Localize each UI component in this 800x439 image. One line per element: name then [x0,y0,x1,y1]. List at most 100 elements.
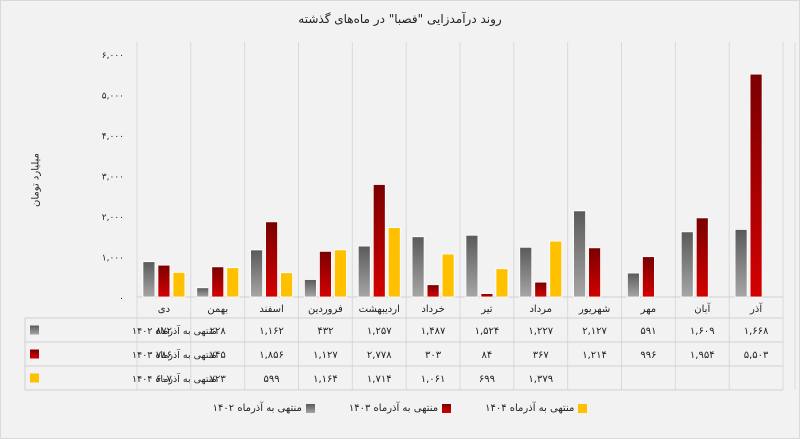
bar [172,272,186,298]
row-swatch [30,349,39,359]
row-swatch [30,373,39,383]
table-cell-value: ۲,۱۲۷ [582,326,607,337]
legend: منتهی به آذرماه ۱۴۰۴ منتهی به آذرماه ۱۴۰… [0,403,800,414]
row-series-label: منتهی به آذرماه ۱۴۰۲ [132,324,217,337]
legend-label-1403: منتهی به آذرماه ۱۴۰۳ [348,403,439,414]
bar [250,249,263,298]
grid-layer [24,42,796,391]
category-label: آبان [694,302,711,315]
table-cell-value: ۴۳۲ [317,326,333,337]
bar [372,184,386,298]
bar [695,217,709,298]
bar [411,236,425,298]
category-label: آذر [749,302,763,315]
table-cell-value: ۱,۹۵۴ [690,350,715,361]
table-cell-value: ۲,۷۷۸ [367,350,392,361]
row-series-label: منتهی به آذرماه ۱۴۰۴ [132,372,217,385]
category-label: مرداد [529,304,552,315]
bar [157,264,171,298]
category-label: شهریور [578,304,610,315]
y-tick-label: ۲,۰۰۰ [102,213,124,223]
legend-label-1404: منتهی به آذرماه ۱۴۰۴ [485,403,575,414]
table-cell-value: ۷۲۳ [210,374,227,385]
table-cell-value: ۹۹۶ [640,350,656,361]
table-cell-value: ۳۰۳ [425,350,442,361]
bar [534,281,548,298]
legend-swatch-1404 [578,404,588,413]
bar [426,284,440,298]
legend-item-1404: منتهی به آذرماه ۱۴۰۴ [485,403,588,414]
bar [226,267,240,298]
category-label: اسفند [259,304,283,315]
bar [749,73,763,298]
table-cell-value: ۱,۶۶۸ [744,326,769,337]
table-cell-value: ۱,۷۱۴ [367,374,392,385]
table-cell-value: ۱,۶۰۹ [690,326,715,337]
chart-title: روند درآمدزایی "فصبا" در ماه‌های گذشته [298,12,502,26]
bar [211,266,225,298]
table-cell-value: ۱,۰۶۱ [421,374,446,385]
category-label: اردیبهشت [359,304,400,315]
bar [196,287,210,298]
table-cell-value: ۱,۸۵۶ [259,350,284,361]
bar [280,272,293,298]
row-series-label: منتهی به آذرماه ۱۴۰۳ [132,348,217,361]
data-table: دی ۸۷۲ ۷۸۶ ۶۰۷ بهمن ۲۲۸ ۷۴۵ ۷۲۳ اسفند ۱,۱۶۲ ۱,۸۵۶ ۵… [30,302,769,385]
category-label: فروردین [308,304,343,315]
legend-swatch-1402 [305,404,315,413]
bar [680,231,694,298]
y-tick-label: ۰ [119,294,124,304]
bar [734,229,748,298]
bar [588,247,601,298]
table-cell-value: ۷۸۶ [156,350,172,361]
bar [304,279,317,298]
bar [387,227,401,298]
table-cell-value: ۱,۱۲۷ [313,350,338,361]
table-cell-value: ۵۹۱ [640,326,656,337]
bar [549,240,563,298]
table-cell-value: ۵,۵۰۳ [744,350,769,361]
bar [519,246,533,298]
category-label: مهر [640,304,656,315]
bar [495,268,509,298]
bar [357,245,371,298]
legend-label-1402: منتهی به آذرماه ۱۴۰۲ [212,403,302,414]
bar [441,253,455,298]
table-cell-value: ۶۰۷ [156,374,173,385]
bars-layer [142,73,763,298]
bar [319,250,332,298]
bar [334,249,347,298]
row-swatch [30,325,39,335]
category-label: خرداد [421,304,444,315]
legend-item-1403: منتهی به آذرماه ۱۴۰۳ [348,403,452,414]
category-label: دی [158,304,170,315]
category-label: تیر [480,304,493,315]
table-cell-value: ۶۹۹ [479,374,495,385]
table-cell-value: ۵۹۹ [264,374,280,385]
legend-swatch-1403 [442,404,452,413]
y-tick-label: ۵,۰۰۰ [102,92,124,102]
bar [465,234,479,298]
y-tick-label: ۶,۰۰۰ [102,51,124,61]
y-axis: ۰ ۱,۰۰۰ ۲,۰۰۰ ۳,۰۰۰ ۴,۰۰۰ ۵,۰۰۰ ۶,۰۰۰ [102,51,124,304]
table-cell-value: ۱,۵۲۴ [475,326,500,337]
bar [142,261,156,298]
table-cell-value: ۱,۱۶۴ [313,374,338,385]
bar [480,293,494,298]
bar [265,221,278,298]
table-cell-value: ۱,۴۸۷ [421,326,446,337]
table-cell-value: ۱,۳۷۹ [528,374,553,385]
table-cell-value: ۱,۲۱۴ [582,350,607,361]
table-cell-value: ۸۴ [482,350,493,361]
category-label: بهمن [207,304,228,315]
bar [642,256,655,298]
table-cell-value: ۸۷۲ [156,326,172,337]
table-cell-value: ۷۴۵ [210,350,226,361]
y-tick-label: ۱,۰۰۰ [102,254,124,264]
table-cell-value: ۲۲۸ [210,326,227,337]
table-cell-value: ۱,۱۶۲ [259,326,284,337]
bar [573,210,586,298]
y-tick-label: ۴,۰۰۰ [102,132,124,142]
y-tick-label: ۳,۰۰۰ [102,173,124,183]
